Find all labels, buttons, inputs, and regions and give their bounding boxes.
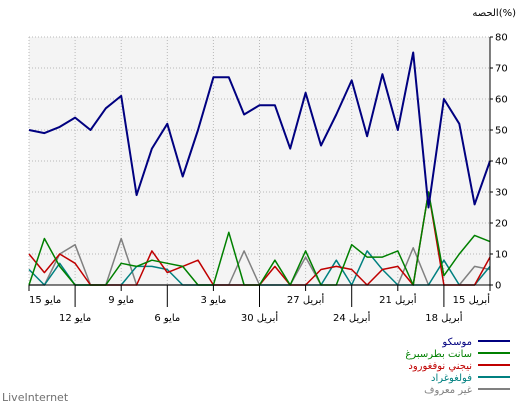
y-tick-label-4: 40 [495, 157, 508, 168]
y-tick-label-7: 70 [495, 64, 508, 75]
y-tick-label-5: 50 [495, 126, 508, 137]
legend-label-0: موسكو [441, 337, 472, 348]
y-tick-label-8: 80 [495, 33, 508, 44]
y-ticks: 0 10 20 30 40 50 60 70 80 [490, 33, 508, 292]
y-tick-label-0: 0 [495, 281, 501, 292]
x-tick-label-10: 15 مايو [29, 295, 61, 306]
x-tick-label-4: 27 أبريل [287, 293, 325, 306]
x-tick-label-2: 21 أبريل [379, 293, 417, 306]
watermark: LiveInternet [2, 391, 69, 404]
y-tick-label-2: 20 [495, 219, 508, 230]
y-tick-label-3: 30 [495, 188, 508, 199]
y-tick-label-1: 10 [495, 250, 508, 261]
x-ticks: 15 أبريل 18 أبريل 21 أبريل 24 أبريل 27 أبريل… [28, 285, 491, 324]
y-axis-label: الحصه(%) [472, 8, 516, 19]
x-tick-label-5: 30 أبريل [241, 311, 279, 324]
legend-label-1: سانت بطرسبرغ [405, 349, 472, 360]
x-tick-label-3: 24 أبريل [333, 311, 371, 324]
legend-label-3: فولغوغراد [431, 373, 472, 384]
y-tick-label-6: 60 [495, 95, 508, 106]
x-tick-label-9: 12 مايو [59, 313, 91, 324]
x-tick-label-0: 15 أبريل [453, 293, 491, 306]
x-tick-label-1: 18 أبريل [425, 311, 463, 324]
grid [28, 36, 491, 285]
x-tick-label-8: 9 مايو [108, 295, 134, 306]
x-tick-label-7: 6 مايو [154, 313, 180, 324]
series-line-0 [28, 51, 491, 209]
legend-label-4: غير معروف [424, 385, 472, 396]
x-tick-label-6: 3 مايو [200, 295, 226, 306]
legend-label-2: نيجني نوفغورود [408, 361, 472, 372]
